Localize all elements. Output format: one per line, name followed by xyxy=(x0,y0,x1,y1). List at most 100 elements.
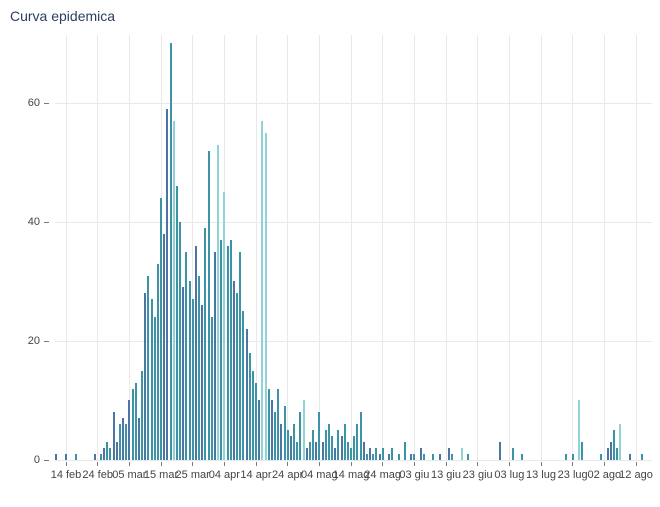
bar[interactable] xyxy=(410,454,412,460)
bar[interactable] xyxy=(467,454,469,460)
bar[interactable] xyxy=(356,424,358,460)
bar[interactable] xyxy=(138,418,140,460)
bar[interactable] xyxy=(413,454,415,460)
bar[interactable] xyxy=(163,234,165,460)
bar[interactable] xyxy=(382,448,384,460)
bar[interactable] xyxy=(499,442,501,460)
bar[interactable] xyxy=(236,293,238,460)
bar[interactable] xyxy=(176,186,178,460)
bar[interactable] xyxy=(141,371,143,460)
bar[interactable] xyxy=(277,389,279,460)
bar[interactable] xyxy=(154,317,156,460)
bar[interactable] xyxy=(75,454,77,460)
bar[interactable] xyxy=(334,448,336,460)
bar[interactable] xyxy=(265,133,267,460)
bar[interactable] xyxy=(151,299,153,460)
bar[interactable] xyxy=(189,281,191,460)
bar[interactable] xyxy=(258,400,260,460)
bar[interactable] xyxy=(287,430,289,460)
bar[interactable] xyxy=(325,430,327,460)
bar[interactable] xyxy=(280,424,282,460)
bar[interactable] xyxy=(55,454,57,460)
bar[interactable] xyxy=(337,430,339,460)
bar[interactable] xyxy=(360,412,362,460)
bar[interactable] xyxy=(109,448,111,460)
bar[interactable] xyxy=(122,418,124,460)
bar[interactable] xyxy=(315,442,317,460)
bar[interactable] xyxy=(271,400,273,460)
bar[interactable] xyxy=(284,406,286,460)
bar[interactable] xyxy=(233,281,235,460)
bar[interactable] xyxy=(388,454,390,460)
bar[interactable] xyxy=(619,424,621,460)
bar[interactable] xyxy=(106,442,108,460)
bar[interactable] xyxy=(103,448,105,460)
bar[interactable] xyxy=(372,454,374,460)
bar[interactable] xyxy=(578,400,580,460)
bar[interactable] xyxy=(607,448,609,460)
bar[interactable] xyxy=(192,299,194,460)
bar[interactable] xyxy=(379,454,381,460)
bar[interactable] xyxy=(94,454,96,460)
bar[interactable] xyxy=(331,436,333,460)
bar[interactable] xyxy=(572,454,574,460)
bar[interactable] xyxy=(398,454,400,460)
bar[interactable] xyxy=(293,424,295,460)
bar[interactable] xyxy=(461,448,463,460)
bar[interactable] xyxy=(600,454,602,460)
bar[interactable] xyxy=(344,424,346,460)
bar[interactable] xyxy=(135,383,137,460)
bar[interactable] xyxy=(565,454,567,460)
bar[interactable] xyxy=(391,448,393,460)
bar[interactable] xyxy=(375,448,377,460)
bar[interactable] xyxy=(144,293,146,460)
bar[interactable] xyxy=(309,442,311,460)
bar[interactable] xyxy=(132,389,134,460)
bar[interactable] xyxy=(208,151,210,460)
bar[interactable] xyxy=(128,400,130,460)
bar[interactable] xyxy=(198,276,200,460)
bar[interactable] xyxy=(613,430,615,460)
bar[interactable] xyxy=(214,252,216,460)
bar[interactable] xyxy=(521,454,523,460)
bar[interactable] xyxy=(230,240,232,460)
bar[interactable] xyxy=(318,412,320,460)
bar[interactable] xyxy=(211,317,213,460)
bar[interactable] xyxy=(296,442,298,460)
bar[interactable] xyxy=(249,353,251,460)
bar[interactable] xyxy=(366,454,368,460)
bar[interactable] xyxy=(246,329,248,460)
bar[interactable] xyxy=(420,448,422,460)
bar[interactable] xyxy=(119,424,121,460)
bar[interactable] xyxy=(147,276,149,460)
bar[interactable] xyxy=(306,448,308,460)
bar[interactable] xyxy=(157,264,159,460)
bar[interactable] xyxy=(322,442,324,460)
bar[interactable] xyxy=(220,240,222,460)
bar[interactable] xyxy=(299,412,301,460)
bar[interactable] xyxy=(641,454,643,460)
bar[interactable] xyxy=(100,454,102,460)
bar[interactable] xyxy=(616,448,618,460)
bar[interactable] xyxy=(65,454,67,460)
bar[interactable] xyxy=(581,442,583,460)
bar[interactable] xyxy=(170,43,172,460)
bar[interactable] xyxy=(451,454,453,460)
bar[interactable] xyxy=(179,222,181,460)
bar[interactable] xyxy=(160,198,162,460)
bar[interactable] xyxy=(185,252,187,460)
bar[interactable] xyxy=(261,121,263,460)
bar[interactable] xyxy=(512,448,514,460)
bar[interactable] xyxy=(347,442,349,460)
bar[interactable] xyxy=(242,311,244,460)
bar[interactable] xyxy=(227,246,229,460)
bar[interactable] xyxy=(255,383,257,460)
bar[interactable] xyxy=(432,454,434,460)
bar[interactable] xyxy=(312,430,314,460)
bar[interactable] xyxy=(223,192,225,460)
bar[interactable] xyxy=(404,442,406,460)
bar[interactable] xyxy=(195,246,197,460)
bar[interactable] xyxy=(113,412,115,460)
bar[interactable] xyxy=(274,412,276,460)
